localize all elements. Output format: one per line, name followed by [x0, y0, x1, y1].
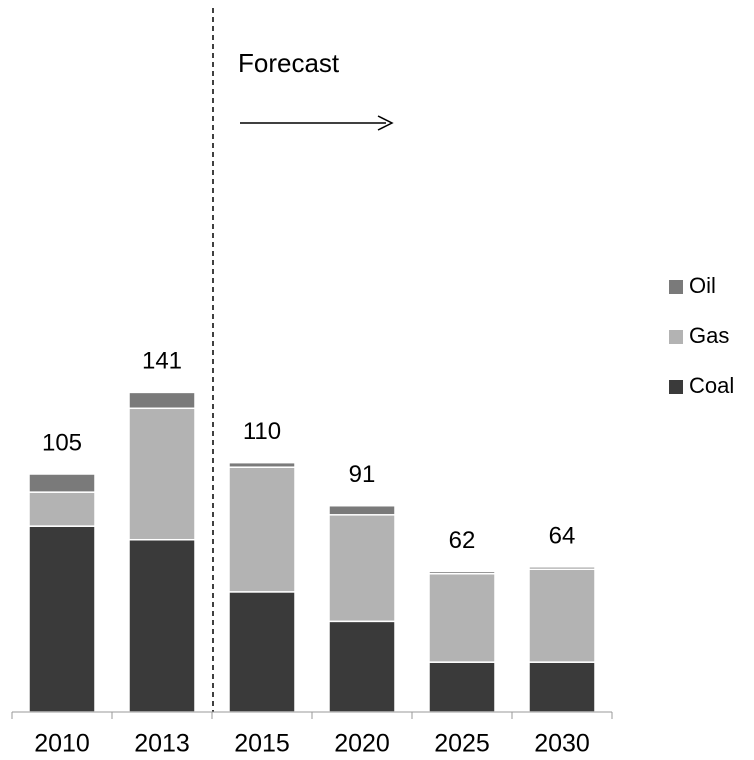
bar-segment [228, 591, 296, 713]
total-label: 141 [142, 348, 182, 375]
bar-segment [128, 538, 196, 713]
legend-swatch [669, 280, 683, 294]
x-tick-label: 2020 [334, 730, 390, 758]
bar-segment [328, 504, 396, 516]
x-tick-label: 2030 [534, 730, 590, 758]
total-label: 64 [549, 522, 576, 549]
bar-segment [428, 661, 496, 713]
bar-segment [128, 407, 196, 541]
bar-segment [28, 525, 96, 713]
bar-segment [128, 391, 196, 410]
total-label: 110 [243, 418, 281, 445]
x-tick-label: 2013 [134, 730, 190, 758]
total-label: 105 [42, 429, 82, 456]
legend-label: Gas [689, 323, 729, 348]
x-tick-label: 2015 [234, 730, 290, 758]
total-label: 62 [449, 527, 476, 554]
annotation: Forecast [238, 48, 340, 78]
legend-swatch [669, 380, 683, 394]
bar-segment [528, 661, 596, 713]
bar-segment [528, 566, 596, 570]
legend-label: Oil [689, 273, 716, 298]
forecast-arrowhead [377, 115, 394, 131]
bar-segment [28, 473, 96, 493]
total-label: 91 [349, 461, 376, 488]
bar-segment [28, 491, 96, 527]
bar-segment [428, 570, 496, 575]
x-tick-label: 2025 [434, 730, 490, 758]
x-tick-label: 2010 [34, 730, 90, 758]
bar-segment [228, 461, 296, 468]
bar-segment [328, 620, 396, 713]
bar-segment [228, 466, 296, 593]
bar-segment [328, 514, 396, 623]
legend-swatch [669, 330, 683, 344]
bar-segment [528, 568, 596, 663]
bar-segment [428, 572, 496, 663]
legend-label: Coal [689, 373, 734, 398]
